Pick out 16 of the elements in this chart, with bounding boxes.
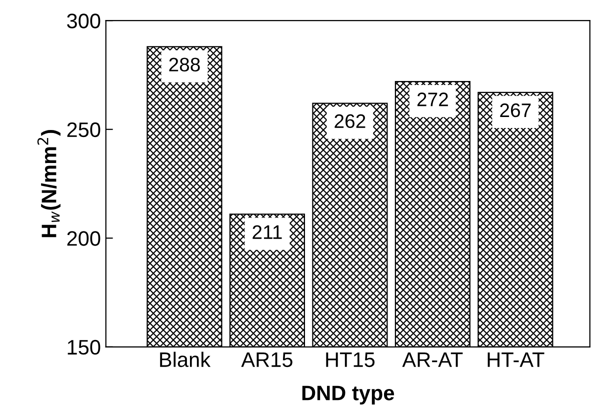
data-label: 267 — [500, 103, 531, 118]
data-label: 211 — [252, 225, 282, 239]
y-tick-label: 150 — [68, 340, 100, 355]
x-tick-label: HT15 — [326, 352, 375, 368]
data-label: 262 — [334, 114, 366, 128]
y-tick-label: 200 — [67, 231, 100, 246]
x-tick-label: AR15 — [241, 352, 292, 368]
y-axis-title: H$_{w}$(N/mm$^{2}$) — [37, 130, 60, 238]
x-tick-label: Blank — [160, 352, 211, 368]
x-axis-title: DND type — [302, 386, 394, 404]
y-tick-label: 300 — [67, 14, 100, 28]
data-label: 272 — [417, 92, 448, 106]
x-tick-label: AR-AT — [402, 352, 463, 367]
x-tick-label: HT-AT — [488, 352, 544, 367]
data-label: 288 — [169, 58, 200, 72]
y-tick-label: 250 — [67, 122, 100, 138]
